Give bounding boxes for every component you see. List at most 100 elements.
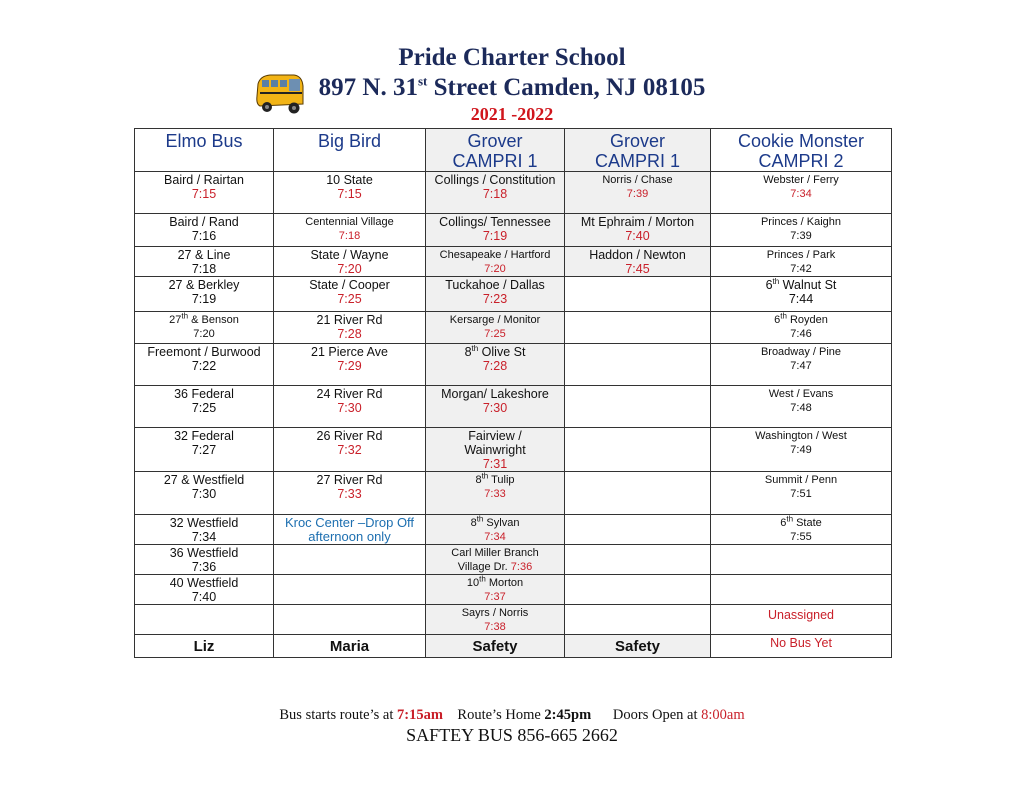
stop-street: Princes / Park xyxy=(766,249,836,261)
stop-name: Collings / Constitution xyxy=(428,173,562,187)
table-row: Sayrs / Norris 7:38 Unassigned xyxy=(134,604,892,635)
stop-name: 8th Olive St xyxy=(428,344,562,359)
stop-name: Baird / Rairtan xyxy=(137,173,271,187)
stop-cell xyxy=(273,604,426,635)
stop-street: Baird / Rand xyxy=(169,215,239,229)
stop-cell xyxy=(564,544,711,575)
table-row: Baird / Rand 7:16 Centennial Village 7:18 Co… xyxy=(134,213,892,247)
column-header: Elmo Bus xyxy=(134,128,274,172)
stop-name: 21 Pierce Ave xyxy=(276,345,423,359)
table-row: Baird / Rairtan 7:15 10 State 7:15 Collings … xyxy=(134,171,892,214)
column-header-line2: CAMPRI 1 xyxy=(594,151,681,171)
stop-street: Mt Ephraim / Morton xyxy=(580,215,695,229)
stop-time: 7:45 xyxy=(625,262,650,276)
driver-name: Maria xyxy=(273,634,426,658)
stop-name: Mt Ephraim / Morton xyxy=(567,215,708,229)
stop-street: 27 & Berkley xyxy=(168,278,240,292)
stop-street: 32 Westfield xyxy=(169,516,239,530)
driver-name: Safety xyxy=(564,634,711,658)
stop-street: Webster / Ferry xyxy=(763,174,839,186)
stop-street: Morton xyxy=(485,577,524,589)
stop-time: 7:33 xyxy=(337,487,362,501)
stop-name: 21 River Rd xyxy=(276,313,423,327)
route-note: Kroc Center –Drop Off xyxy=(284,515,415,530)
stop-time: 7:29 xyxy=(337,359,362,373)
stop-street: Washington / West xyxy=(755,430,847,442)
stop-time: 7:42 xyxy=(790,263,812,275)
stop-name: Tuckahoe / Dallas xyxy=(428,278,562,292)
school-address: 897 N. 31st Street Camden, NJ 08105 xyxy=(318,73,706,101)
stop-name: Kersarge / Monitor xyxy=(428,313,562,327)
stop-name: 24 River Rd xyxy=(276,387,423,401)
route-note-cont: afternoon only xyxy=(308,529,391,544)
stop-street: Collings/ Tennessee xyxy=(439,215,551,229)
ordinal-suffix: th xyxy=(481,471,489,481)
stop-cell: Tuckahoe / Dallas 7:23 xyxy=(425,276,565,312)
stop-time: 7:25 xyxy=(191,401,217,415)
stop-cell xyxy=(564,311,711,344)
column-header-line1: Elmo Bus xyxy=(165,131,243,151)
stop-street: 27 River Rd xyxy=(316,473,383,487)
stop-name: 36 Federal xyxy=(137,387,271,401)
stop-street: Collings / Constitution xyxy=(434,173,556,187)
stop-cell xyxy=(710,574,892,605)
table-row: 32 Federal 7:27 26 River Rd 7:32 Fairview / W… xyxy=(134,427,892,472)
column-header-line1: Grover xyxy=(467,131,523,151)
stop-street: 32 Federal xyxy=(174,429,234,443)
column-header: Big Bird xyxy=(273,128,426,172)
stop-street: 27 & Westfield xyxy=(163,473,245,487)
stop-time: 7:15 xyxy=(191,187,217,201)
stop-street: & Benson xyxy=(188,314,239,326)
stop-street: Baird / Rairtan xyxy=(164,173,244,187)
stop-street: State / Wayne xyxy=(310,248,389,262)
ordinal-suffix: th xyxy=(786,514,794,524)
stop-cell: Mt Ephraim / Morton 7:40 xyxy=(564,213,711,247)
ordinal-suffix: th xyxy=(772,276,780,286)
stop-number: 8 xyxy=(475,474,482,486)
table-row: 27 & Line 7:18 State / Wayne 7:20 Chesapeake… xyxy=(134,246,892,277)
stop-cell xyxy=(273,544,426,575)
stop-name: 8th Tulip xyxy=(428,471,562,487)
column-header: Cookie Monster CAMPRI 2 xyxy=(710,128,892,172)
stop-name: State / Wayne xyxy=(276,248,423,262)
stop-cell xyxy=(564,574,711,605)
stop-cell xyxy=(564,343,711,386)
stop-street: Walnut St xyxy=(779,278,837,292)
stop-cell: Morgan/ Lakeshore 7:30 xyxy=(425,385,565,428)
stop-cell: 6th Royden 7:46 xyxy=(710,311,892,344)
table-row: Freemont / Burwood 7:22 21 Pierce Ave 7:29 8… xyxy=(134,343,892,386)
stop-street: Olive St xyxy=(478,345,526,359)
stop-name: Princes / Kaighn xyxy=(713,215,889,229)
stop-street: West / Evans xyxy=(768,388,834,400)
stop-name-cont: Village Dr. 7:36 xyxy=(428,560,562,574)
stop-name: 6th State xyxy=(713,514,889,530)
stop-time: 7:22 xyxy=(191,359,217,373)
stop-name: 27 & Westfield xyxy=(137,473,271,487)
stop-time: 7:34 xyxy=(484,531,506,543)
stop-time: 7:38 xyxy=(484,621,506,633)
stop-cell xyxy=(564,514,711,545)
stop-cell xyxy=(564,276,711,312)
column-header-line1: Big Bird xyxy=(317,131,382,151)
table-row: 27th & Benson 7:20 21 River Rd 7:28 Kersarge… xyxy=(134,311,892,344)
stop-time: 7:16 xyxy=(191,229,217,243)
stop-cell: 21 River Rd 7:28 xyxy=(273,311,426,344)
stop-street: 10 State xyxy=(326,173,373,187)
stop-number: 6 xyxy=(774,314,781,326)
ordinal-suffix: th xyxy=(780,311,787,321)
stop-street: 40 Westfield xyxy=(169,576,239,590)
stop-time: 7:36 xyxy=(191,560,217,574)
stop-cell: West / Evans 7:48 xyxy=(710,385,892,428)
stop-cell: Collings / Constitution 7:18 xyxy=(425,171,565,214)
stop-cell: Collings/ Tennessee 7:19 xyxy=(425,213,565,247)
stop-name: Carl Miller Branch xyxy=(428,546,562,560)
stop-time: 7:31 xyxy=(482,457,508,471)
stop-name: 10th Morton xyxy=(428,575,562,590)
stop-time: 7:20 xyxy=(484,263,506,275)
stop-time: 7:34 xyxy=(191,530,217,544)
column-header: Grover CAMPRI 1 xyxy=(425,128,565,172)
stop-cell: Kroc Center –Drop Off afternoon only xyxy=(273,514,426,545)
stop-cell xyxy=(710,544,892,575)
stop-time: 7:28 xyxy=(482,359,508,373)
stop-street: State / Cooper xyxy=(309,278,390,292)
